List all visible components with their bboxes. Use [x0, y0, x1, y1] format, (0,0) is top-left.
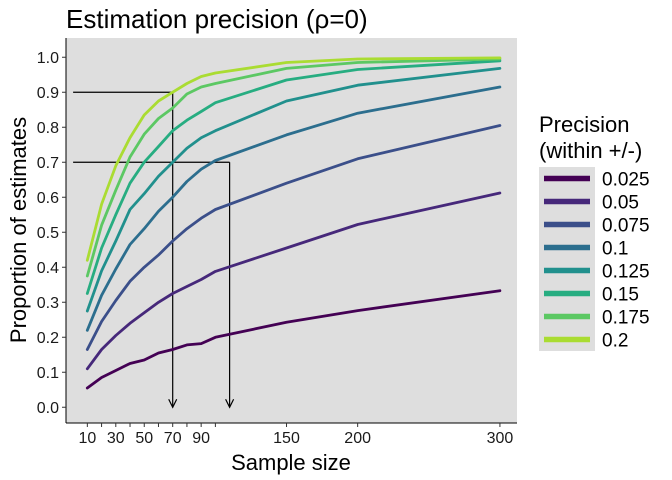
series-line-0.05: [85, 191, 502, 371]
y-axis-title: Proportion of estimates: [6, 117, 31, 343]
x-tick-label: 300: [487, 430, 514, 447]
series-line-0.025: [85, 289, 502, 390]
series-line-0.125: [85, 67, 502, 313]
x-ticks: 10 30 50 70 90 150 200 300: [78, 423, 513, 447]
series-line-0.175: [85, 57, 502, 278]
y-tick-label: 0.7: [37, 155, 59, 172]
legend-title-line-2: (within +/-): [539, 138, 642, 163]
y-tick-label: 0.8: [37, 120, 59, 137]
series-line-0.2: [85, 56, 502, 262]
legend-label: 0.05: [602, 193, 639, 214]
x-tick-label: 150: [273, 430, 300, 447]
legend: Precision (within +/-) 0.0250.050.0750.1…: [539, 112, 650, 352]
y-tick-label: 0.0: [37, 400, 59, 417]
x-tick-label: 50: [135, 430, 153, 447]
y-tick-label: 0.1: [37, 365, 59, 382]
series-line-0.15: [85, 59, 502, 295]
legend-label: 0.1: [602, 239, 628, 260]
x-tick-label: 90: [192, 430, 210, 447]
y-ticks: 0.0 0.1 0.2 0.3 0.4 0.5 0.6 0.7 0.8 0.9 1.0: [37, 50, 66, 417]
y-tick-label: 1.0: [37, 50, 59, 67]
y-tick-label: 0.2: [37, 330, 59, 347]
chart-title: Estimation precision (ρ=0): [66, 4, 368, 34]
guide-arrowhead: [168, 398, 178, 409]
y-tick-label: 0.3: [37, 295, 59, 312]
legend-label: 0.15: [602, 285, 639, 306]
axis-layer: [65, 38, 517, 424]
series-layer: [85, 56, 502, 390]
legend-label: 0.025: [602, 170, 650, 191]
annotation-layer: [73, 91, 235, 409]
y-tick-label: 0.9: [37, 85, 59, 102]
legend-title-line-1: Precision: [539, 112, 629, 137]
guide-arrowhead: [225, 398, 235, 409]
x-tick-label: 30: [107, 430, 125, 447]
y-tick-label: 0.5: [37, 225, 59, 242]
x-tick-label: 10: [78, 430, 96, 447]
legend-label: 0.175: [602, 308, 650, 329]
legend-label: 0.075: [602, 216, 650, 237]
x-tick-label: 70: [164, 430, 182, 447]
y-tick-label: 0.4: [37, 260, 59, 277]
series-line-0.1: [85, 85, 502, 332]
x-axis-title: Sample size: [231, 450, 351, 475]
x-tick-label: 200: [344, 430, 371, 447]
legend-label: 0.2: [602, 331, 628, 352]
y-tick-label: 0.6: [37, 190, 59, 207]
series-line-0.075: [85, 124, 502, 351]
legend-label: 0.125: [602, 262, 650, 283]
